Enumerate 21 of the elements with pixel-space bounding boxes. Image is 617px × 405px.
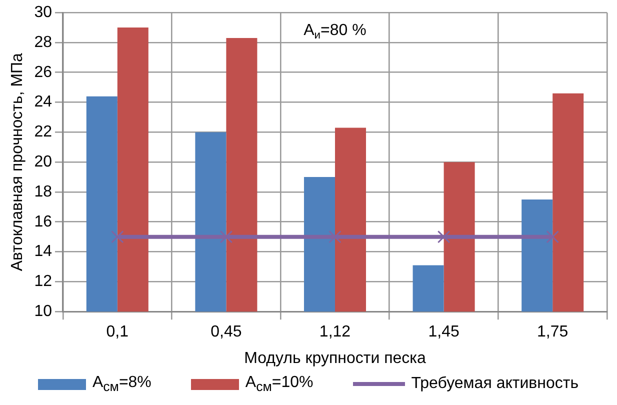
y-tick-label: 10 xyxy=(34,303,52,320)
x-tick-label: 1,75 xyxy=(537,324,568,341)
x-tick-label: 1,12 xyxy=(319,324,351,341)
y-tick-label: 20 xyxy=(34,154,52,171)
x-tick-label: 1,45 xyxy=(428,324,460,341)
y-tick-label: 22 xyxy=(34,124,52,141)
legend-label: A$_{см}$=10% xyxy=(245,374,314,394)
x-tick-label: 0,45 xyxy=(210,324,242,341)
y-tick-label: 12 xyxy=(34,273,52,290)
x-axis-title: Модуль крупности песка xyxy=(244,350,426,367)
legend-label: A$_{см}$=8% xyxy=(92,374,152,394)
y-tick-label: 26 xyxy=(34,64,52,81)
y-tick-label: 30 xyxy=(34,4,52,22)
y-tick-label: 18 xyxy=(34,183,52,200)
y-tick-label: 28 xyxy=(34,34,52,51)
x-tick-label: 0,1 xyxy=(106,324,129,341)
y-tick-label: 14 xyxy=(34,243,52,260)
y-tick-label: 24 xyxy=(34,94,52,111)
legend-label: Требуемая активность xyxy=(411,375,579,394)
y-axis-title: Автоклавная прочность, МПа xyxy=(9,52,26,272)
y-tick-label: 16 xyxy=(34,213,52,230)
